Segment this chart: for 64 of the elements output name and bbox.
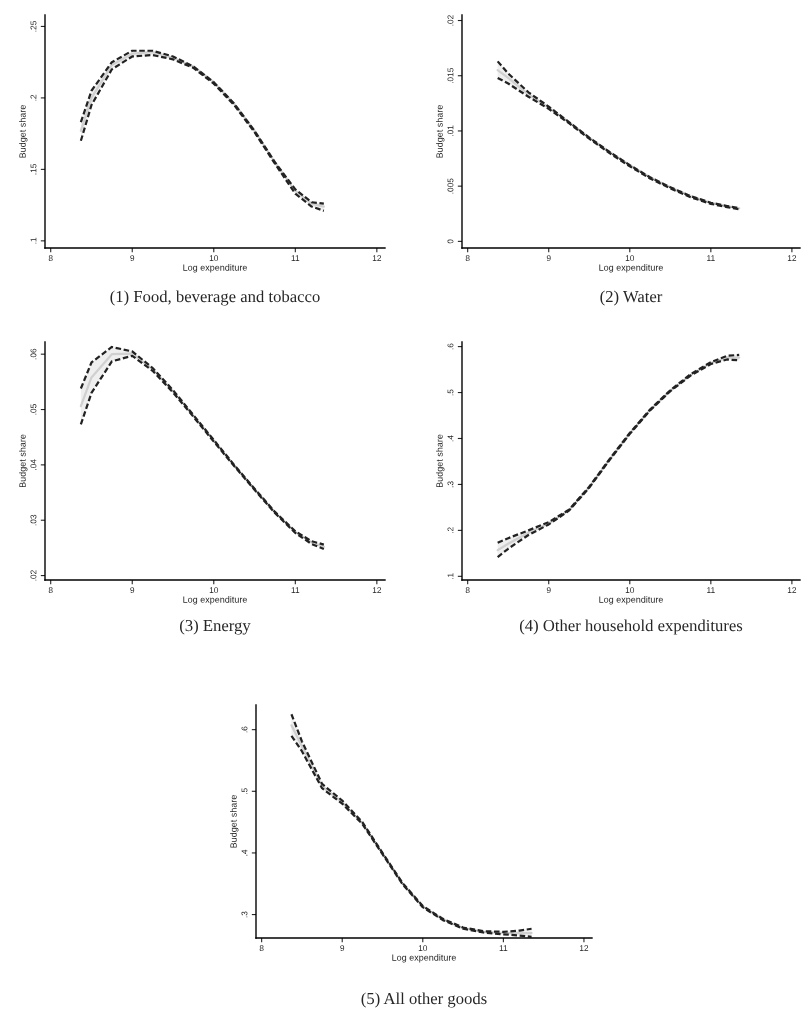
y-tick-label: .6 [447, 343, 454, 350]
x-tick-label: 11 [499, 945, 508, 951]
y-tick-label: .25 [30, 20, 37, 32]
y-tick-label: .06 [30, 348, 37, 360]
x-tick-label: 12 [787, 587, 797, 593]
y-tick-label: .2 [447, 527, 454, 534]
x-axis-title: Log expenditure [183, 264, 247, 273]
x-tick-label: 8 [48, 255, 53, 262]
text: (2) Water [600, 290, 663, 306]
y-tick-label: .4 [241, 849, 248, 856]
y-tick-label: .005 [447, 178, 454, 194]
text: (5) All other goods [361, 992, 487, 1008]
x-axis-title: Log expenditure [599, 264, 663, 273]
y-tick-label: .02 [447, 15, 454, 26]
y-tick-label: .03 [30, 514, 37, 526]
y-tick-label: .3 [447, 481, 454, 488]
y-tick-label: .2 [30, 94, 37, 101]
x-tick-label: 8 [259, 945, 264, 952]
x-tick-label: 12 [787, 255, 797, 261]
x-tick-label: 11 [707, 587, 715, 593]
y-tick-label: .02 [30, 570, 37, 581]
x-tick-label: 8 [48, 587, 53, 594]
y-axis-title: Budget share [19, 434, 28, 488]
y-axis-title: Budget share [436, 434, 445, 488]
y-tick-label: .6 [241, 726, 248, 733]
x-tick-label: 11 [291, 255, 300, 261]
x-tick-label: 11 [291, 587, 300, 593]
x-tick-label: 10 [625, 587, 635, 594]
y-tick-label: .3 [241, 911, 248, 918]
y-tick-label: 0 [447, 239, 454, 244]
x-tick-label: 12 [372, 255, 382, 261]
y-tick-label: .015 [447, 67, 454, 84]
x-axis-title: Log expenditure [599, 596, 663, 605]
x-tick-label: 10 [209, 255, 219, 262]
y-axis-title: Budget share [436, 105, 445, 158]
x-axis-title: Log expenditure [183, 596, 247, 605]
x-tick-label: 9 [130, 587, 135, 594]
y-tick-label: .04 [30, 459, 37, 470]
x-tick-label: 9 [546, 255, 551, 262]
x-tick-label: 8 [465, 255, 470, 262]
y-tick-label: .5 [447, 389, 454, 396]
x-tick-label: 10 [625, 255, 635, 262]
y-tick-label: .15 [30, 163, 37, 175]
x-tick-label: 8 [465, 587, 470, 594]
x-tick-label: 9 [340, 945, 345, 952]
y-tick-label: .1 [447, 573, 454, 580]
x-tick-label: 12 [579, 945, 589, 951]
y-tick-label: .01 [447, 125, 454, 136]
y-axis-title: Budget share [230, 795, 239, 848]
y-axis-title: Budget share [19, 105, 28, 158]
y-tick-label: .05 [30, 404, 37, 415]
x-tick-label: 9 [130, 255, 135, 262]
text: (1) Food, beverage and tobacco [110, 290, 320, 306]
x-tick-label: 12 [372, 587, 382, 593]
x-tick-label: 11 [707, 255, 715, 261]
y-tick-label: .5 [241, 788, 248, 795]
y-tick-label: .1 [30, 237, 37, 244]
x-tick-label: 10 [418, 945, 428, 952]
y-tick-label: .4 [447, 435, 454, 442]
x-tick-label: 9 [546, 587, 551, 594]
text: (4) Other household expenditures [519, 619, 743, 635]
x-tick-label: 10 [209, 587, 219, 594]
text: (3) Energy [180, 619, 251, 635]
x-axis-title: Log expenditure [392, 954, 456, 963]
